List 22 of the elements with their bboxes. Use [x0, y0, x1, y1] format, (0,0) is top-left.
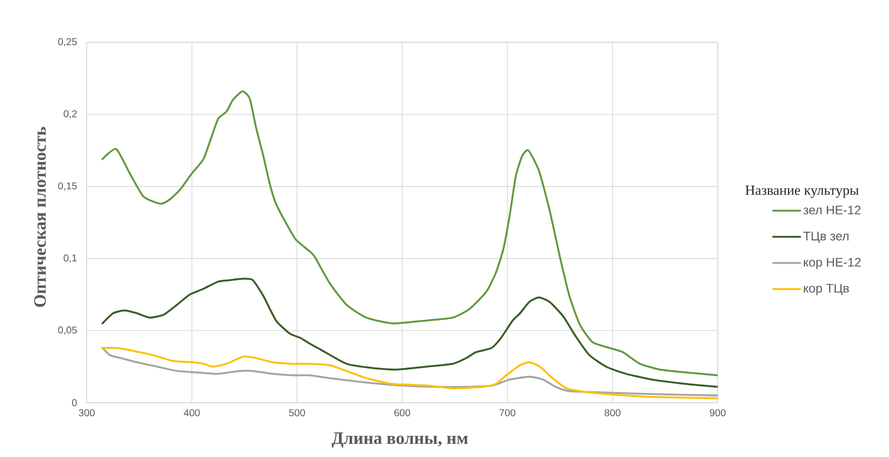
- x-tick-label: 800: [604, 409, 620, 416]
- y-tick-label: 0,05: [58, 326, 77, 335]
- legend-label: кор ТЦв: [804, 284, 849, 296]
- x-tick-label: 300: [78, 409, 95, 416]
- legend-label: кор НЕ-12: [804, 258, 861, 270]
- y-tick-label: 0,1: [64, 254, 77, 263]
- x-tick-label: 900: [710, 409, 726, 416]
- y-tick-label: 0,15: [58, 182, 77, 191]
- y-tick-label: 0,25: [58, 38, 77, 46]
- y-tick-label: 0: [72, 399, 77, 406]
- y-tick-label: 0,2: [64, 110, 77, 118]
- legend-title: Название культуры: [745, 186, 859, 198]
- x-axis-title: Длина волны, нм: [332, 432, 468, 448]
- x-tick-label: 400: [184, 409, 200, 416]
- legend-label: ТЦв зел: [803, 232, 848, 243]
- line-series: [102, 90, 718, 376]
- y-axis-title: Оптическая плотность: [34, 126, 46, 307]
- x-tick-label: 500: [289, 409, 305, 416]
- x-tick-label: 700: [500, 409, 516, 416]
- legend-label: зел НЕ-12: [803, 206, 861, 214]
- line-series: [102, 278, 718, 388]
- x-tick-label: 600: [394, 409, 410, 416]
